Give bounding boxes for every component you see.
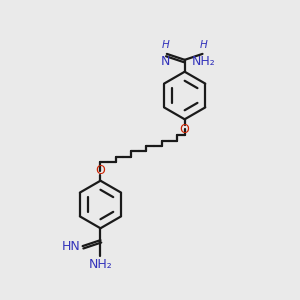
Text: H: H (162, 40, 170, 50)
Text: NH₂: NH₂ (192, 55, 215, 68)
Text: HN: HN (62, 240, 81, 253)
Text: O: O (95, 164, 105, 177)
Text: N: N (161, 55, 170, 68)
Text: H: H (200, 40, 207, 50)
Text: NH₂: NH₂ (88, 258, 112, 271)
Text: O: O (180, 123, 190, 136)
